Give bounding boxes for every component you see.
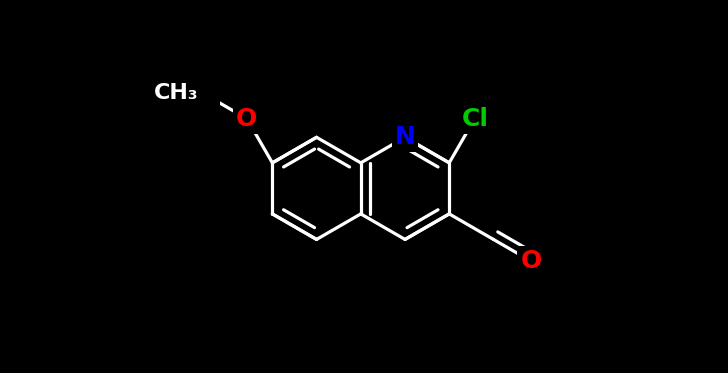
- Text: CH₃: CH₃: [154, 83, 199, 103]
- Text: N: N: [395, 125, 416, 149]
- Text: O: O: [521, 249, 542, 273]
- Text: O: O: [236, 107, 258, 131]
- Text: Cl: Cl: [462, 107, 488, 131]
